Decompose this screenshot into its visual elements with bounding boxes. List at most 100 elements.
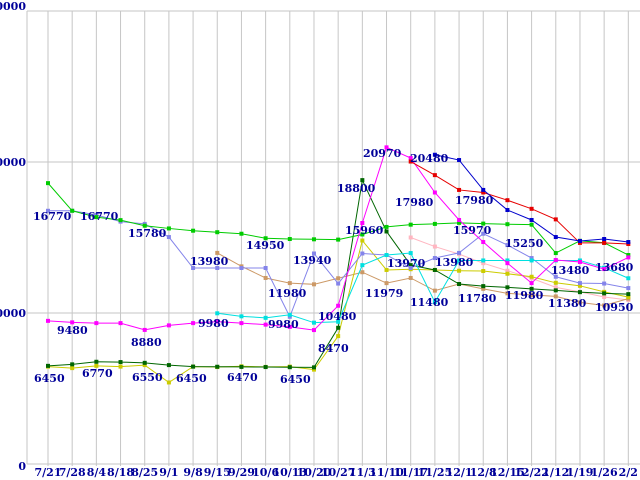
pink-line-marker [602, 294, 607, 299]
darkgreen-line-marker [384, 229, 389, 234]
point-value-label: 6450 [176, 372, 207, 385]
periwinkle-line-marker [311, 251, 316, 256]
darkgreen-line-marker [505, 285, 510, 290]
periwinkle-line-marker [360, 251, 365, 256]
periwinkle-line-marker [577, 281, 582, 286]
x-tick-label: 11/25 [418, 466, 453, 479]
olive-line-marker [529, 274, 534, 279]
magenta-line-marker [553, 257, 558, 262]
tan-line-marker [505, 291, 510, 296]
point-value-label: 13970 [387, 257, 426, 270]
magenta-line-marker [287, 324, 292, 329]
red-line-marker [432, 173, 437, 178]
tan-line-marker [602, 303, 607, 308]
point-value-label: 6450 [280, 373, 311, 386]
point-value-label: 13680 [595, 261, 634, 274]
periwinkle-line-marker [215, 266, 220, 271]
tan-line-marker [360, 270, 365, 275]
point-value-label: 8880 [131, 336, 162, 349]
green-line-marker [70, 208, 75, 213]
green-line-marker [432, 221, 437, 226]
darkgreen-line-marker [46, 363, 50, 368]
point-value-label: 17980 [395, 196, 434, 209]
pink-line-marker [553, 285, 558, 290]
cyan-line-marker [529, 258, 534, 263]
x-tick-label: 12/15 [490, 466, 525, 479]
x-tick-label: 1/19 [566, 466, 593, 479]
red-line-marker [505, 198, 510, 203]
olive-line-marker [457, 268, 462, 273]
red-line-marker [602, 240, 607, 245]
periwinkle-line-marker [263, 266, 268, 271]
x-tick-label: 1/12 [542, 466, 569, 479]
darkgreen-line-marker [94, 359, 99, 364]
darkgreen-line-marker [360, 178, 365, 183]
tan-line-marker [384, 281, 389, 286]
tan-line-marker [577, 300, 582, 305]
periwinkle-line-marker [46, 208, 50, 213]
magenta-line-marker [626, 255, 631, 260]
darkgreen-line-marker [215, 364, 220, 369]
red-line-marker [529, 206, 534, 211]
x-tick-label: 11/10 [369, 466, 404, 479]
red-line [410, 161, 629, 245]
olive-line-marker [118, 364, 123, 369]
magenta-line-marker [142, 327, 147, 332]
tan-line [217, 252, 629, 306]
point-value-label: 15970 [453, 224, 492, 237]
point-value-label: 13940 [293, 254, 332, 267]
olive-line-marker [553, 280, 558, 285]
point-value-label: 10950 [595, 301, 634, 314]
periwinkle-line-marker [457, 250, 462, 255]
y-tick-label: 30000 [0, 0, 26, 13]
point-value-label: 11780 [458, 292, 497, 305]
navy-line-marker [626, 240, 631, 245]
y-tick-label: 10000 [0, 307, 26, 320]
x-tick-label: 2/2 [619, 466, 638, 479]
magenta-line-marker [215, 319, 220, 324]
cyan-line-marker [481, 258, 486, 263]
x-tick-label: 10/20 [297, 466, 332, 479]
olive-line-marker [94, 363, 99, 368]
darkgreen-line-marker [311, 365, 316, 370]
cyan-line-marker [384, 253, 389, 258]
darkgreen-line-marker [457, 282, 462, 287]
magenta-line-marker [70, 320, 75, 325]
magenta-line-marker [118, 321, 123, 326]
pink-line [410, 237, 629, 301]
magenta-line-marker [602, 267, 607, 272]
point-value-label: 6450 [34, 372, 65, 385]
point-value-label: 13980 [435, 256, 474, 269]
cyan-line-marker [239, 314, 244, 319]
pink-line-marker [432, 244, 437, 249]
green-line-marker [166, 226, 171, 231]
point-value-label: 9980 [268, 318, 299, 331]
olive-line-marker [336, 334, 341, 339]
green-line-marker [215, 230, 220, 235]
darkgreen-line-marker [239, 364, 244, 369]
magenta-line-marker [384, 145, 389, 150]
red-line-marker [457, 187, 462, 192]
green-line-marker [529, 222, 534, 227]
cyan-line-marker [215, 311, 220, 316]
x-tick-label: 8/4 [87, 466, 107, 479]
darkgreen-line-marker [142, 360, 147, 365]
olive-line-marker [311, 367, 316, 372]
cyan-line-marker [287, 312, 292, 317]
tan-line-marker [408, 275, 413, 280]
periwinkle-line-marker [94, 212, 99, 217]
x-tick-label: 9/8 [183, 466, 203, 479]
magenta-line-marker [336, 303, 341, 308]
magenta-line-marker [457, 217, 462, 222]
point-value-label: 13980 [190, 255, 229, 268]
periwinkle-line-marker [481, 231, 486, 236]
green-line-marker [94, 215, 99, 220]
green-line-marker [191, 228, 196, 233]
point-value-label: 16770 [33, 210, 72, 223]
darkgreen-line-marker [287, 365, 292, 370]
magenta-line-marker [408, 156, 413, 161]
tan-line-marker [215, 250, 220, 255]
periwinkle-line-marker [408, 266, 413, 271]
green-line-marker [311, 237, 316, 242]
